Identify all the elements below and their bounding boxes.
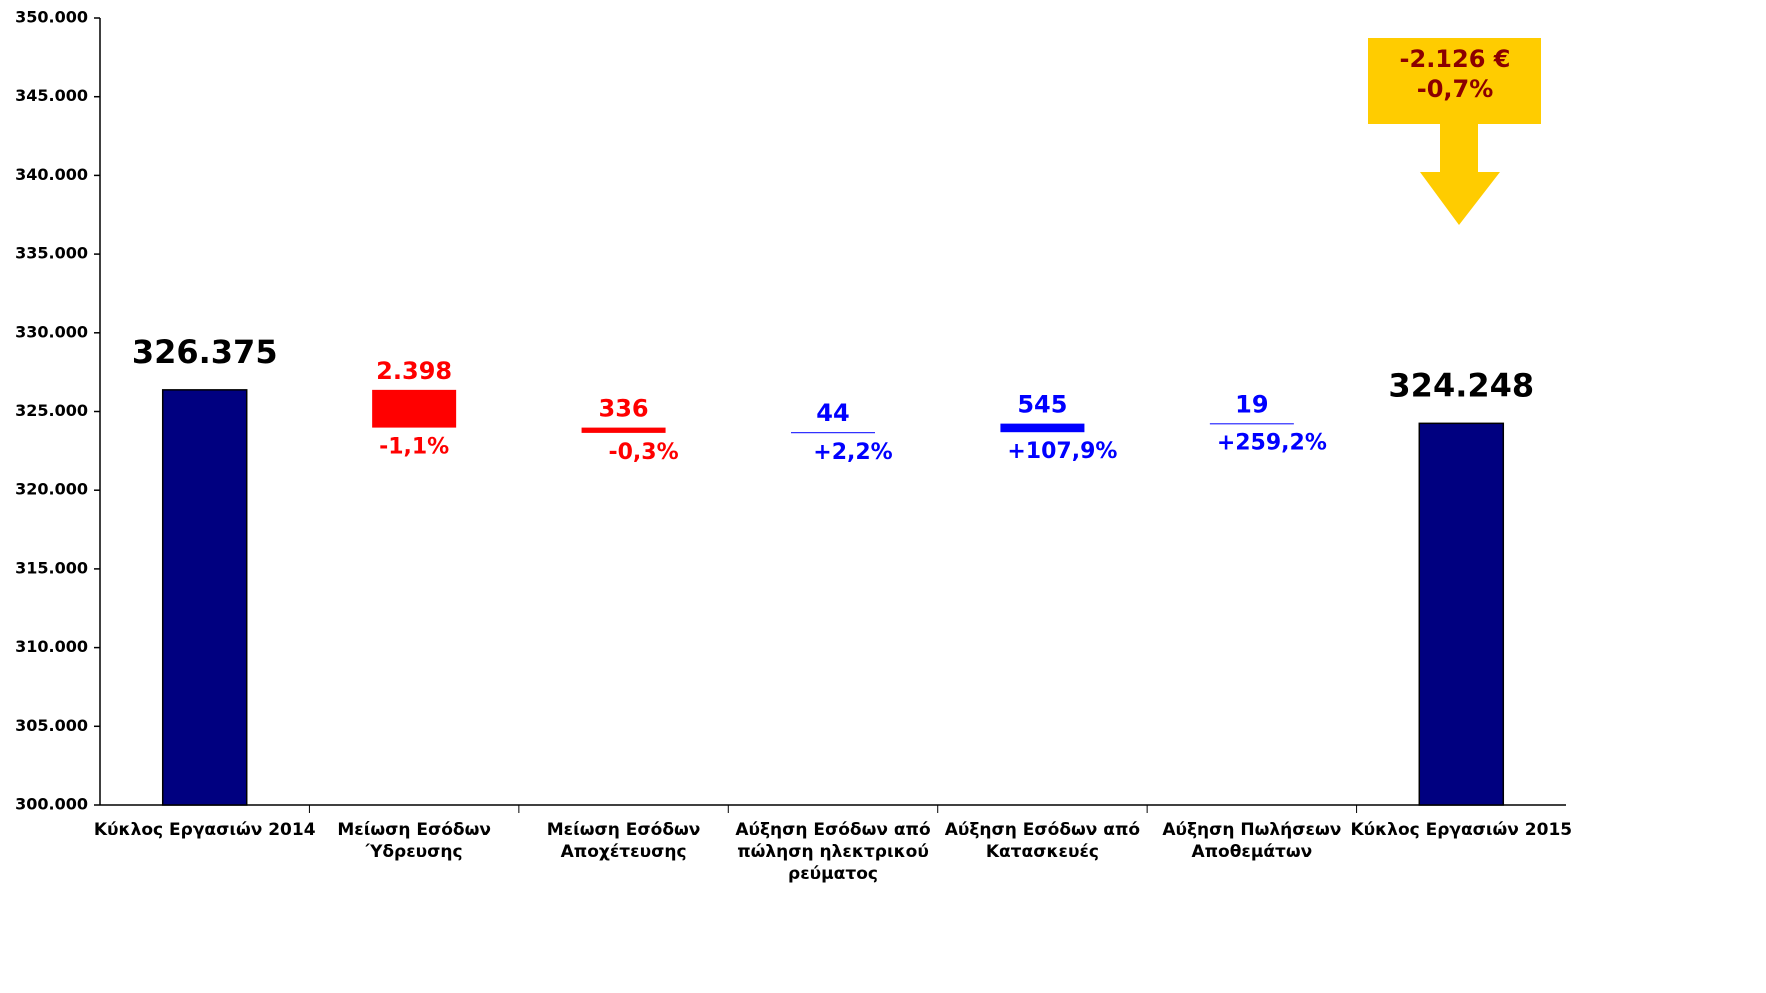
- change-label: +107,9%: [1007, 439, 1117, 464]
- x-tick-label-line: Μείωση Εσόδων: [337, 820, 491, 840]
- y-tick-label: 300.000: [15, 795, 88, 814]
- x-tick-label: Μείωση Εσόδων Αποχέτευσης: [547, 820, 701, 862]
- bar: [1209, 423, 1294, 425]
- x-tick-label: Αύξηση Εσόδων από Κατασκευές: [945, 820, 1140, 862]
- value-label: 19: [1235, 390, 1268, 418]
- callout-arrow: [1420, 124, 1500, 225]
- value-label: 545: [1017, 391, 1067, 419]
- x-tick-label-line: Κύκλος Εργασιών 2014: [94, 820, 316, 840]
- x-tick-label: Κύκλος Εργασιών 2015: [1350, 820, 1572, 840]
- callout-text: -2.126 €: [1400, 45, 1511, 73]
- x-tick-label-line: Αύξηση Πωλήσεων: [1162, 820, 1341, 840]
- x-tick-label: Αύξηση Εσόδων από πώληση ηλεκτρικού ρεύματ…: [735, 820, 930, 884]
- change-label: +259,2%: [1217, 431, 1327, 456]
- x-tick-label-line: Αποθεμάτων: [1191, 842, 1312, 862]
- callout-box: [1368, 38, 1541, 124]
- bar: [581, 427, 666, 433]
- change-label: -1,1%: [379, 435, 449, 460]
- value-label: 326.375: [132, 333, 278, 371]
- change-label: +2,2%: [813, 440, 892, 465]
- x-tick-label-line: Μείωση Εσόδων: [547, 820, 701, 840]
- x-tick-label: Κύκλος Εργασιών 2014: [94, 820, 316, 840]
- x-tick-label-line: Αποχέτευσης: [561, 842, 687, 862]
- x-tick-label-line: πώληση ηλεκτρικού: [737, 842, 929, 862]
- x-tick-label-line: Ύδρευσης: [365, 842, 463, 862]
- x-tick-label-line: Κύκλος Εργασιών 2015: [1350, 820, 1572, 840]
- value-label: 324.248: [1388, 366, 1534, 404]
- bar: [791, 432, 875, 434]
- y-tick-label: 305.000: [15, 716, 88, 735]
- y-tick-label: 310.000: [15, 637, 88, 656]
- bar: [372, 389, 457, 428]
- value-label: 44: [816, 399, 849, 427]
- x-tick-label-line: Κατασκευές: [986, 842, 1099, 862]
- callout-text: -0,7%: [1417, 75, 1494, 103]
- y-tick-label: 320.000: [15, 480, 88, 499]
- y-tick-label: 335.000: [15, 244, 88, 263]
- bar: [1000, 423, 1085, 433]
- y-tick-label: 315.000: [15, 558, 88, 577]
- x-tick-label: Μείωση Εσόδων Ύδρευσης: [337, 820, 491, 862]
- bar: [161, 389, 248, 806]
- x-tick-label-line: Αύξηση Εσόδων από: [945, 820, 1140, 840]
- x-tick-label-line: ρεύματος: [788, 864, 878, 884]
- y-tick-label: 350.000: [15, 8, 88, 27]
- y-tick-label: 340.000: [15, 165, 88, 184]
- value-label: 336: [599, 395, 649, 423]
- x-tick-label-line: Αύξηση Εσόδων από: [735, 820, 930, 840]
- y-tick-label: 330.000: [15, 322, 88, 341]
- y-tick-label: 325.000: [15, 401, 88, 420]
- y-tick-label: 345.000: [15, 86, 88, 105]
- change-label: -0,3%: [608, 440, 678, 465]
- value-label: 2.398: [376, 357, 452, 385]
- bar: [1418, 422, 1505, 806]
- x-tick-label: Αύξηση Πωλήσεων Αποθεμάτων: [1162, 820, 1341, 862]
